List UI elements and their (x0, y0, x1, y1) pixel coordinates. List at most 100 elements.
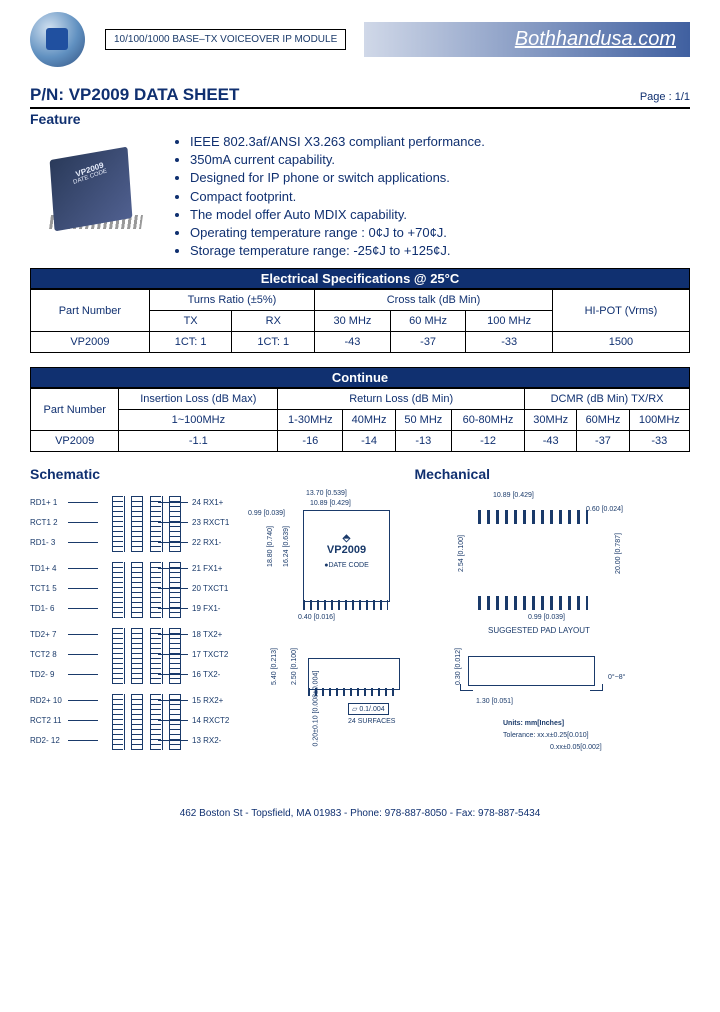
footer: 462 Boston St - Topsfield, MA 01983 - Ph… (30, 808, 690, 819)
flatness: ▱ 0.1/.004 (348, 703, 389, 715)
pkg-side-view (308, 658, 400, 690)
pad-layout-label: SUGGESTED PAD LAYOUT (488, 626, 590, 635)
dim: 0.40 [0.016] (298, 614, 335, 621)
schematic-label: Schematic (30, 466, 100, 482)
transformer (80, 496, 190, 552)
dim: 16.24 [0.639] (283, 526, 290, 567)
dim: 2.50 [0.100] (291, 648, 298, 685)
pin-left: TCT2 8 (30, 650, 57, 659)
pkg-top-view: ⬘ VP2009 ●DATE CODE (303, 510, 390, 602)
th-sub: 60MHz (577, 410, 629, 431)
th-sub: 40MHz (343, 410, 395, 431)
pin-right: 24 RX1+ (192, 498, 223, 507)
cell: -33 (629, 431, 689, 452)
pkg-end-view (468, 656, 595, 686)
th-sub: TX (149, 311, 232, 332)
pin-left: TD2- 9 (30, 670, 54, 679)
th-xtalk: Cross talk (dB Min) (315, 290, 553, 311)
pin-right: 19 FX1- (192, 604, 220, 613)
th-sub: 60 MHz (390, 311, 466, 332)
mechanical-label: Mechanical (415, 466, 490, 482)
pin-left: TD1- 6 (30, 604, 54, 613)
th-sub: 100 MHz (466, 311, 552, 332)
cell: -43 (315, 332, 391, 353)
section-labels: Schematic Mechanical (30, 466, 690, 482)
pin-left: TD1+ 4 (30, 564, 56, 573)
th-turns: Turns Ratio (±5%) (149, 290, 314, 311)
mechanical-diagram: ⬘ VP2009 ●DATE CODE 13.70 [0.539] 10.89 … (248, 488, 690, 758)
th-sub: 1~100MHz (119, 410, 278, 431)
units: Units: mm[Inches] (503, 720, 564, 727)
dim: 10.89 [0.429] (310, 500, 351, 507)
pin-right: 17 TXCT2 (192, 650, 228, 659)
dim: 13.70 [0.539] (306, 490, 347, 497)
feature-item: The model offer Auto MDIX capability. (190, 206, 485, 224)
transformer (80, 628, 190, 684)
pkg-date: ●DATE CODE (304, 562, 389, 569)
th-part: Part Number (31, 290, 150, 332)
dim: 10.89 [0.429] (493, 492, 534, 499)
th-sub: 50 MHz (395, 410, 451, 431)
pin-left: RD1- 3 (30, 538, 55, 547)
dim: 18.80 [0.740] (267, 526, 274, 567)
brand-link[interactable]: Bothhandusa.com (364, 22, 690, 57)
cell: -37 (390, 332, 466, 353)
feature-item: Compact footprint. (190, 188, 485, 206)
feature-item: Designed for IP phone or switch applicat… (190, 169, 485, 187)
cell: -43 (525, 431, 577, 452)
dim: 0.30 [0.012] (455, 648, 462, 685)
th-part: Part Number (31, 389, 119, 431)
lead-r (590, 684, 603, 691)
cell: -1.1 (119, 431, 278, 452)
pin-right: 15 RX2+ (192, 696, 223, 705)
pin-right: 13 RX2- (192, 736, 221, 745)
tol1: Tolerance: xx.x±0.25[0.010] (503, 732, 589, 739)
pin-right: 20 TXCT1 (192, 584, 228, 593)
cell: 1CT: 1 (149, 332, 232, 353)
transformer (80, 562, 190, 618)
pin-right: 18 TX2+ (192, 630, 222, 639)
page-title: P/N: VP2009 DATA SHEET (30, 85, 239, 105)
th-sub: 60-80MHz (451, 410, 524, 431)
th-sub: 1-30MHz (278, 410, 343, 431)
th-sub: 30MHz (525, 410, 577, 431)
feature-item: Storage temperature range: -25¢J to +125… (190, 242, 485, 260)
th-sub: 100MHz (629, 410, 689, 431)
cell: -16 (278, 431, 343, 452)
feature-list: IEEE 802.3af/ANSI X3.263 compliant perfo… (168, 133, 485, 260)
spec-table-1: Part Number Turns Ratio (±5%) Cross talk… (30, 289, 690, 353)
cell: -13 (395, 431, 451, 452)
pin-right: 21 FX1+ (192, 564, 222, 573)
pin-right: 22 RX1- (192, 538, 221, 547)
header-bar: 10/100/1000 BASE–TX VOICEOVER IP MODULE … (30, 12, 690, 67)
feature-item: Operating temperature range : 0¢J to +70… (190, 224, 485, 242)
th-dcmr: DCMR (dB Min) TX/RX (525, 389, 690, 410)
dim: 0°~8° (608, 674, 625, 681)
feature-block: VP2009 DATE CODE IEEE 802.3af/ANSI X3.26… (30, 133, 690, 260)
pin-right: 16 TX2- (192, 670, 220, 679)
spec1-title: Electrical Specifications @ 25°C (30, 268, 690, 289)
cell: -37 (577, 431, 629, 452)
cell: -33 (466, 332, 552, 353)
pkg-pins (303, 600, 388, 610)
pin-left: RD2- 12 (30, 736, 60, 745)
dim: 1.30 [0.051] (476, 698, 513, 705)
th-hipot: HI-POT (Vrms) (552, 290, 689, 332)
title-row: P/N: VP2009 DATA SHEET Page : 1/1 (30, 85, 690, 109)
cell: -14 (343, 431, 395, 452)
cell: VP2009 (31, 431, 119, 452)
module-label: 10/100/1000 BASE–TX VOICEOVER IP MODULE (105, 29, 346, 50)
feature-item: IEEE 802.3af/ANSI X3.263 compliant perfo… (190, 133, 485, 151)
logo (30, 12, 85, 67)
lead-l (460, 684, 473, 691)
th-rl: Return Loss (dB Min) (278, 389, 525, 410)
th-sub: 30 MHz (315, 311, 391, 332)
dim: 24 SURFACES (348, 718, 395, 725)
pin-right: 14 RXCT2 (192, 716, 229, 725)
dim: 20.00 [0.787] (615, 533, 622, 574)
side-pins (308, 688, 398, 696)
pin-left: RCT1 2 (30, 518, 58, 527)
th-sub: RX (232, 311, 315, 332)
cell: 1500 (552, 332, 689, 353)
dim: 0.20±0.10 [0.008±0.004] (313, 667, 320, 747)
